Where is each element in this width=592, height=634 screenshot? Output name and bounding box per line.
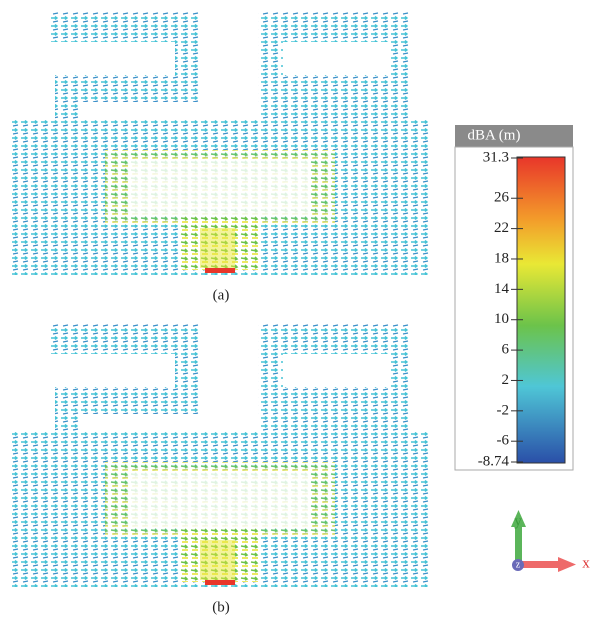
x-arrowhead: [558, 557, 576, 572]
tick-label: 14: [494, 281, 510, 297]
tick-label: 26: [494, 190, 510, 206]
colorbar: [516, 156, 566, 464]
tick-label: 10: [494, 311, 509, 327]
tick-label: 31.3: [483, 149, 509, 165]
panel-label: (a): [213, 287, 230, 303]
panel-a: [12, 12, 430, 275]
y-arrowhead: [511, 510, 526, 527]
panel-label: (b): [212, 599, 230, 615]
colorbar-header: [455, 125, 573, 147]
z-marker: [512, 559, 524, 571]
y-label: y: [514, 513, 522, 529]
y-arrow: [515, 525, 522, 563]
x-arrow: [522, 561, 560, 568]
tick-label: -6: [497, 433, 510, 449]
tick-label: -2: [497, 402, 510, 418]
colorbar-ticks: 31.3 26 22 18 14 10 6 2 -2 -6 -8.74: [478, 149, 523, 469]
tick-label: 6: [502, 342, 510, 358]
tick-label: 18: [494, 250, 509, 266]
panel-b: [12, 324, 430, 587]
tick-label: -8.74: [478, 453, 510, 469]
tick-label: 2: [502, 372, 510, 388]
colorbar-title: dBA (m): [468, 127, 521, 143]
axis-triad: y x z: [511, 510, 590, 572]
tick-label: 22: [494, 220, 509, 236]
z-label: z: [516, 559, 521, 570]
x-label: x: [582, 555, 590, 571]
